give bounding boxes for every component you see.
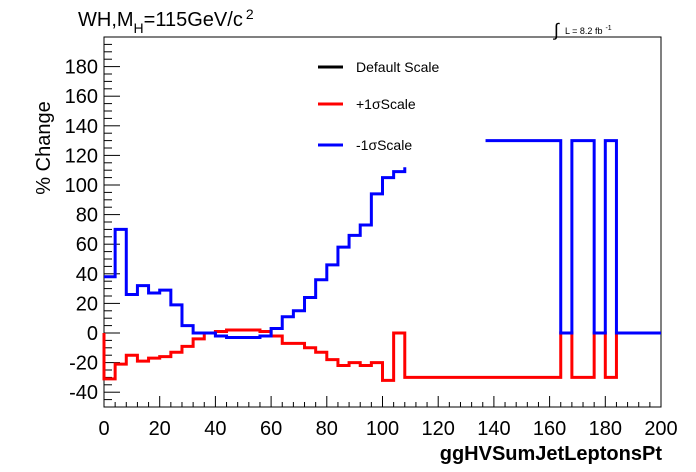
y-tick-label: 140	[65, 116, 98, 138]
legend: Default Scale +1σScale -1σScale	[318, 59, 439, 153]
x-tick-label: 160	[533, 418, 566, 440]
x-axis-label: ggHVSumJetLeptonsPt	[440, 443, 663, 465]
chart-title-sub: H	[134, 20, 144, 36]
y-tick-label: -20	[69, 353, 98, 375]
lumi-sup: -1	[605, 25, 611, 32]
chart-title: WH,MH=115GeV/c 2	[78, 6, 254, 36]
legend-label: -1σScale	[356, 137, 412, 153]
chart-title-rest: =115GeV/c	[144, 9, 243, 31]
x-tick-label: 80	[316, 418, 338, 440]
y-axis-label: % Change	[33, 101, 55, 194]
lumi-text: L = 8.2 fb	[565, 26, 602, 36]
y-tick-label: 100	[65, 175, 98, 197]
x-tick-label: 0	[98, 418, 109, 440]
y-tick-label: 160	[65, 86, 98, 108]
y-tick-label: 80	[76, 205, 98, 227]
series-line-minus-1sigma	[104, 167, 407, 339]
y-tick-label: 120	[65, 145, 98, 167]
y-tick-label: 60	[76, 234, 98, 256]
plot-frame	[103, 36, 662, 408]
y-tick-label: 0	[87, 323, 98, 345]
y-tick-label: -40	[69, 382, 98, 404]
x-tick-label: 60	[260, 418, 282, 440]
y-tick-label: 40	[76, 264, 98, 286]
series-line-plus-1sigma	[102, 328, 661, 382]
chart-title-sup: 2	[246, 6, 254, 22]
x-tick-label: 120	[422, 418, 455, 440]
x-tick-label: 40	[204, 418, 226, 440]
lumi-integral: ∫	[552, 20, 560, 40]
legend-label: Default Scale	[356, 59, 439, 75]
x-tick-label: 200	[644, 418, 677, 440]
lumi-label: L = 8.2 fb -1	[565, 25, 612, 36]
series-group	[102, 139, 661, 382]
x-tick-label: 20	[149, 418, 171, 440]
chart-title-main: WH,M	[78, 9, 134, 31]
x-tick-label: 180	[589, 418, 622, 440]
series-line-minus-1sigma	[485, 139, 661, 335]
x-tick-label: 140	[477, 418, 510, 440]
legend-label: +1σScale	[356, 96, 416, 112]
y-tick-label: 20	[76, 293, 98, 315]
x-tick-label: 100	[366, 418, 399, 440]
axis-ticks: 0 20 40 60 80 100 120 140 160 180 200 -40 -20 0 20 40 60…	[65, 43, 678, 440]
y-tick-label: 180	[65, 57, 98, 79]
